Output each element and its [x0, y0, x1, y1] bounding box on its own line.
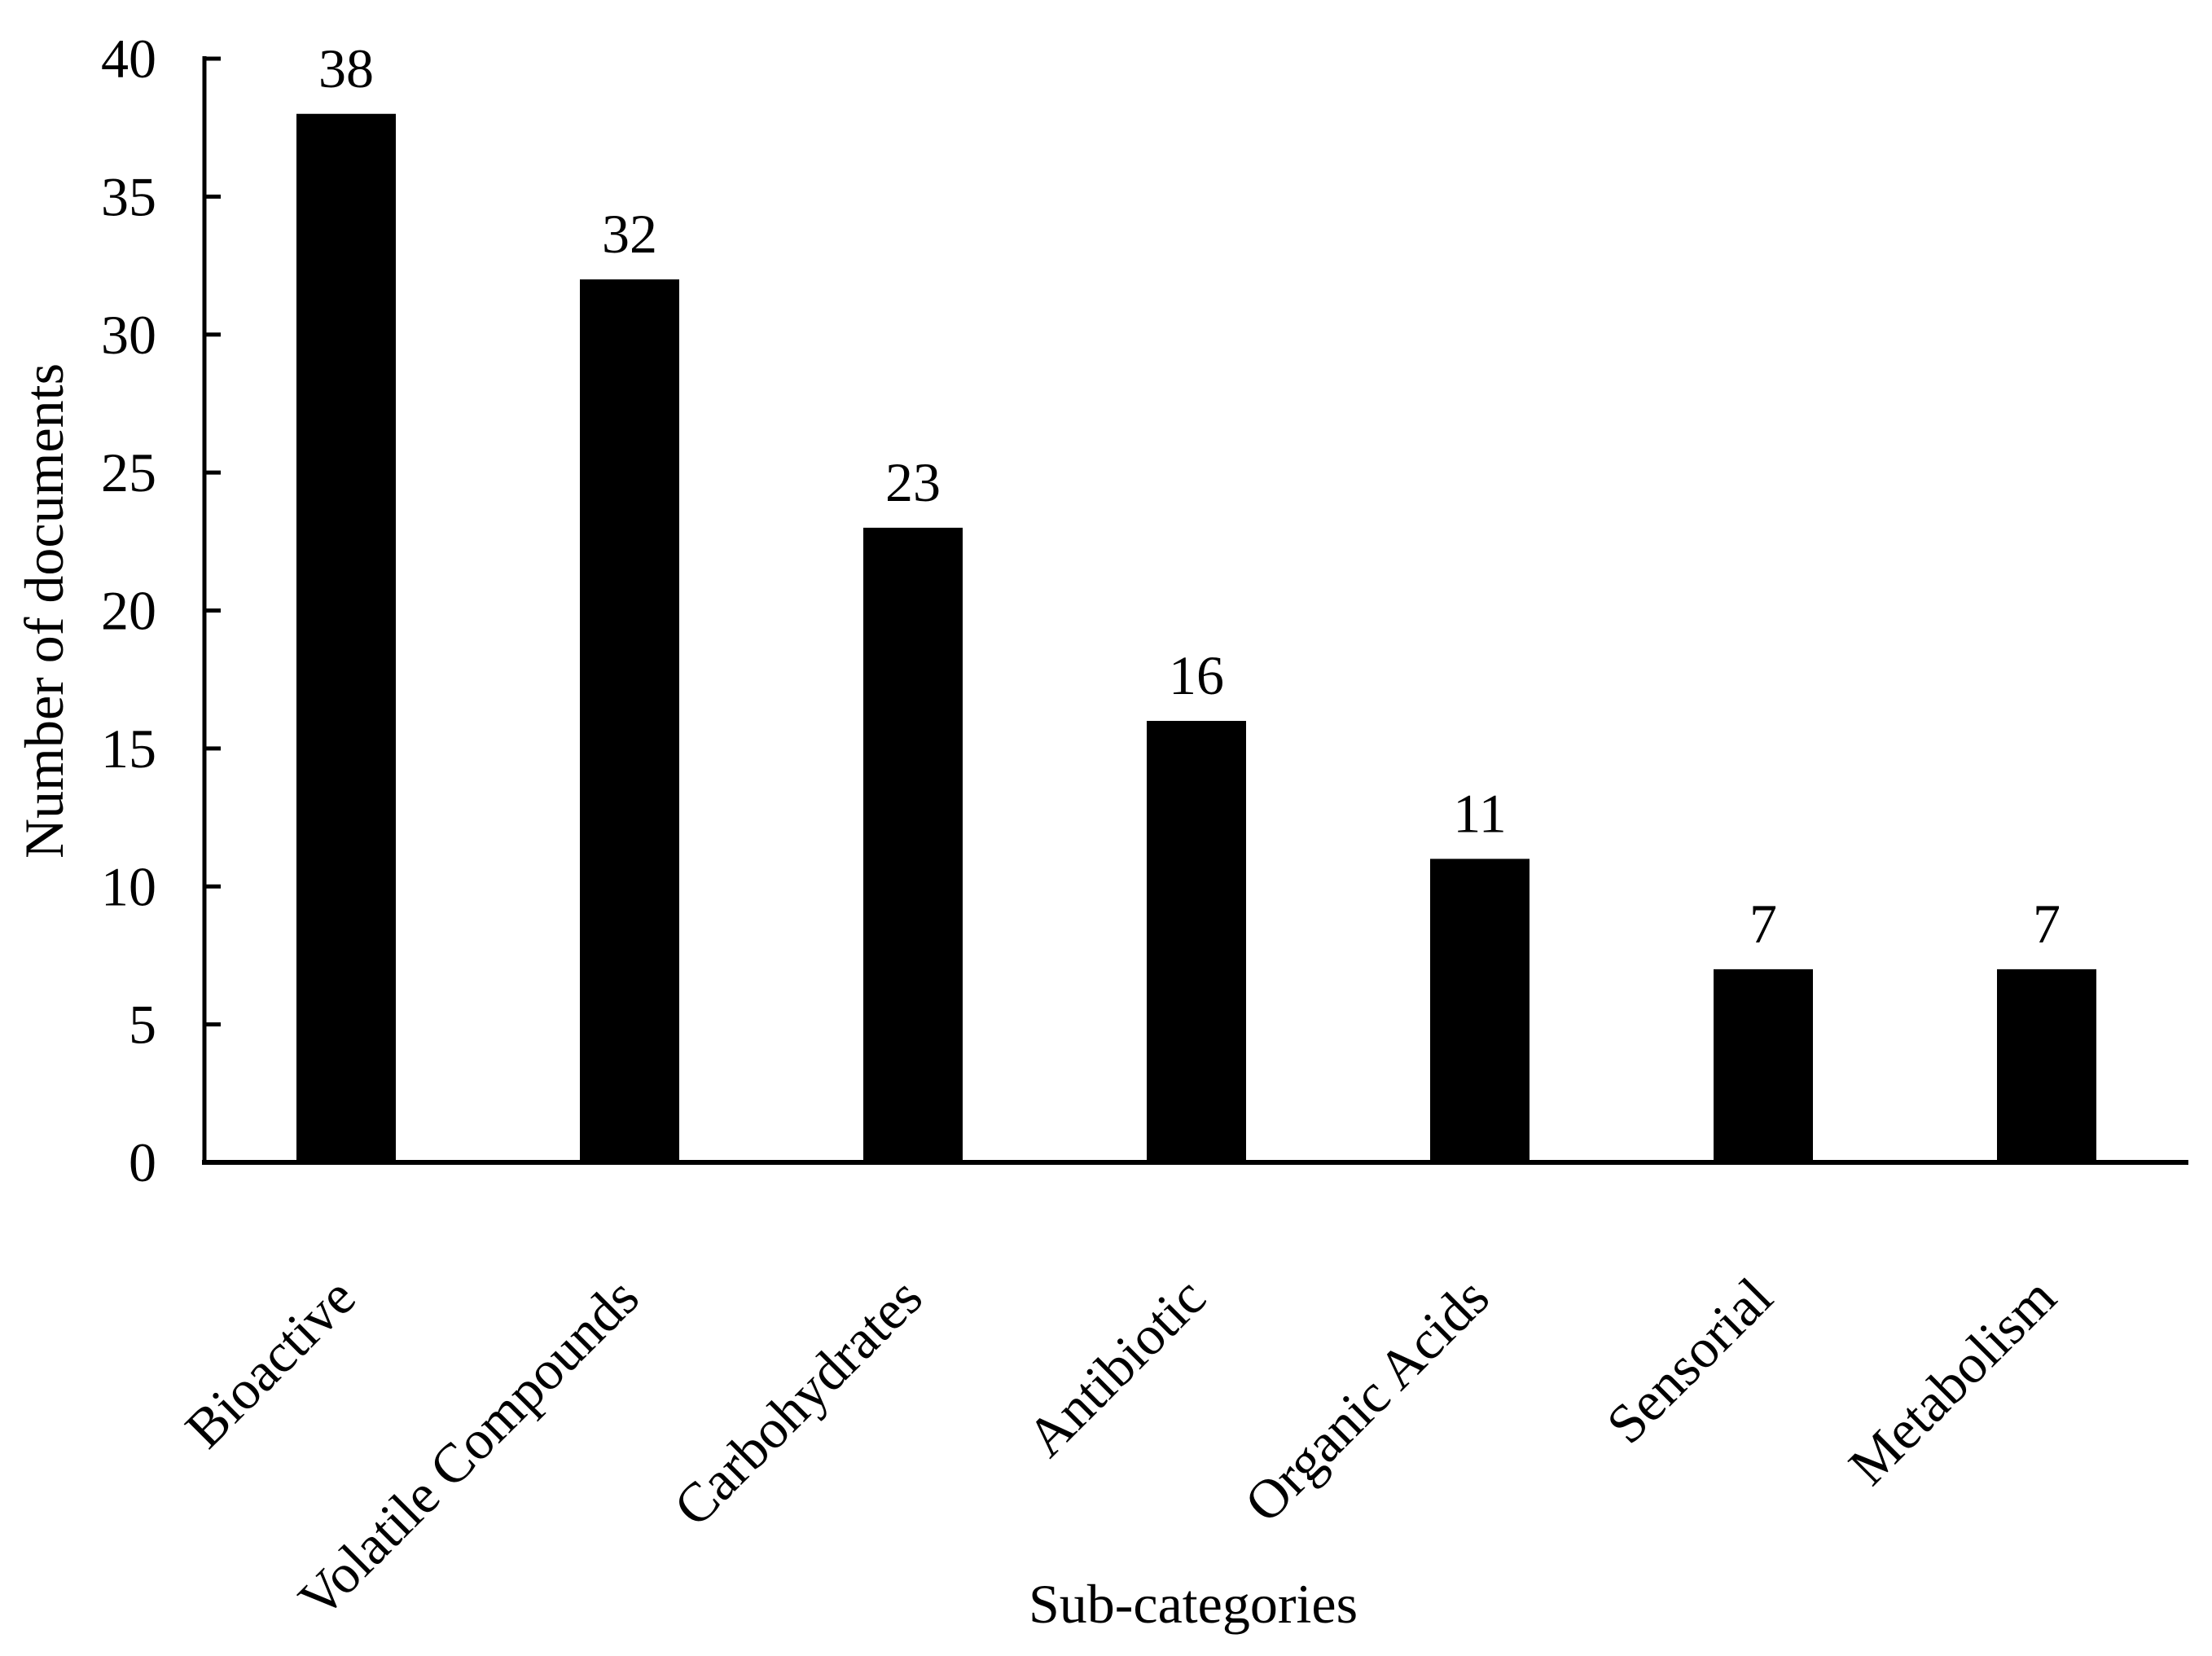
x-axis-category-label: Carbohydrates [661, 1266, 933, 1538]
y-axis-title: Number of documents [13, 363, 75, 859]
x-axis-category-label: Metabolism [1837, 1266, 2067, 1496]
y-axis-tick-label: 0 [129, 1131, 156, 1193]
y-axis-ticks-group: 0 5 10 15 20 25 30 35 40 [101, 28, 221, 1193]
x-axis-category-label: Bioactive [173, 1266, 367, 1460]
bar [1714, 969, 1813, 1165]
y-axis-tick-label: 30 [101, 304, 156, 366]
bar-value-labels-group: 38 32 23 16 11 7 7 [318, 37, 2061, 955]
bar-value-label: 7 [1749, 893, 1777, 955]
y-axis-tick-label: 15 [101, 718, 156, 780]
x-axis-title: Sub-categories [1029, 1573, 1358, 1635]
bar [580, 279, 679, 1165]
bar-value-label: 7 [2033, 893, 2061, 955]
y-axis-tick-label: 25 [101, 441, 156, 503]
x-axis-category-label: Sensorial [1595, 1266, 1784, 1456]
bar-value-label: 23 [885, 451, 941, 513]
bar [296, 113, 396, 1165]
y-axis-tick-label: 5 [129, 994, 156, 1056]
y-axis-tick-label: 35 [101, 165, 156, 227]
bars-group [296, 113, 2096, 1165]
bar [1147, 721, 1246, 1165]
bar-value-label: 16 [1169, 644, 1224, 706]
bar [1997, 969, 2096, 1165]
bar-value-label: 11 [1453, 782, 1506, 844]
y-axis-tick-label: 40 [101, 28, 156, 90]
y-axis-tick-label: 10 [101, 855, 156, 917]
bar [863, 527, 963, 1165]
y-axis-tick-label: 20 [101, 580, 156, 642]
x-axis-category-label: Antibiotic [1015, 1266, 1218, 1469]
bar-value-label: 38 [318, 37, 374, 99]
bar-value-label: 32 [602, 203, 657, 265]
bar [1430, 859, 1530, 1165]
x-axis-category-label: Organic Acids [1232, 1266, 1500, 1534]
